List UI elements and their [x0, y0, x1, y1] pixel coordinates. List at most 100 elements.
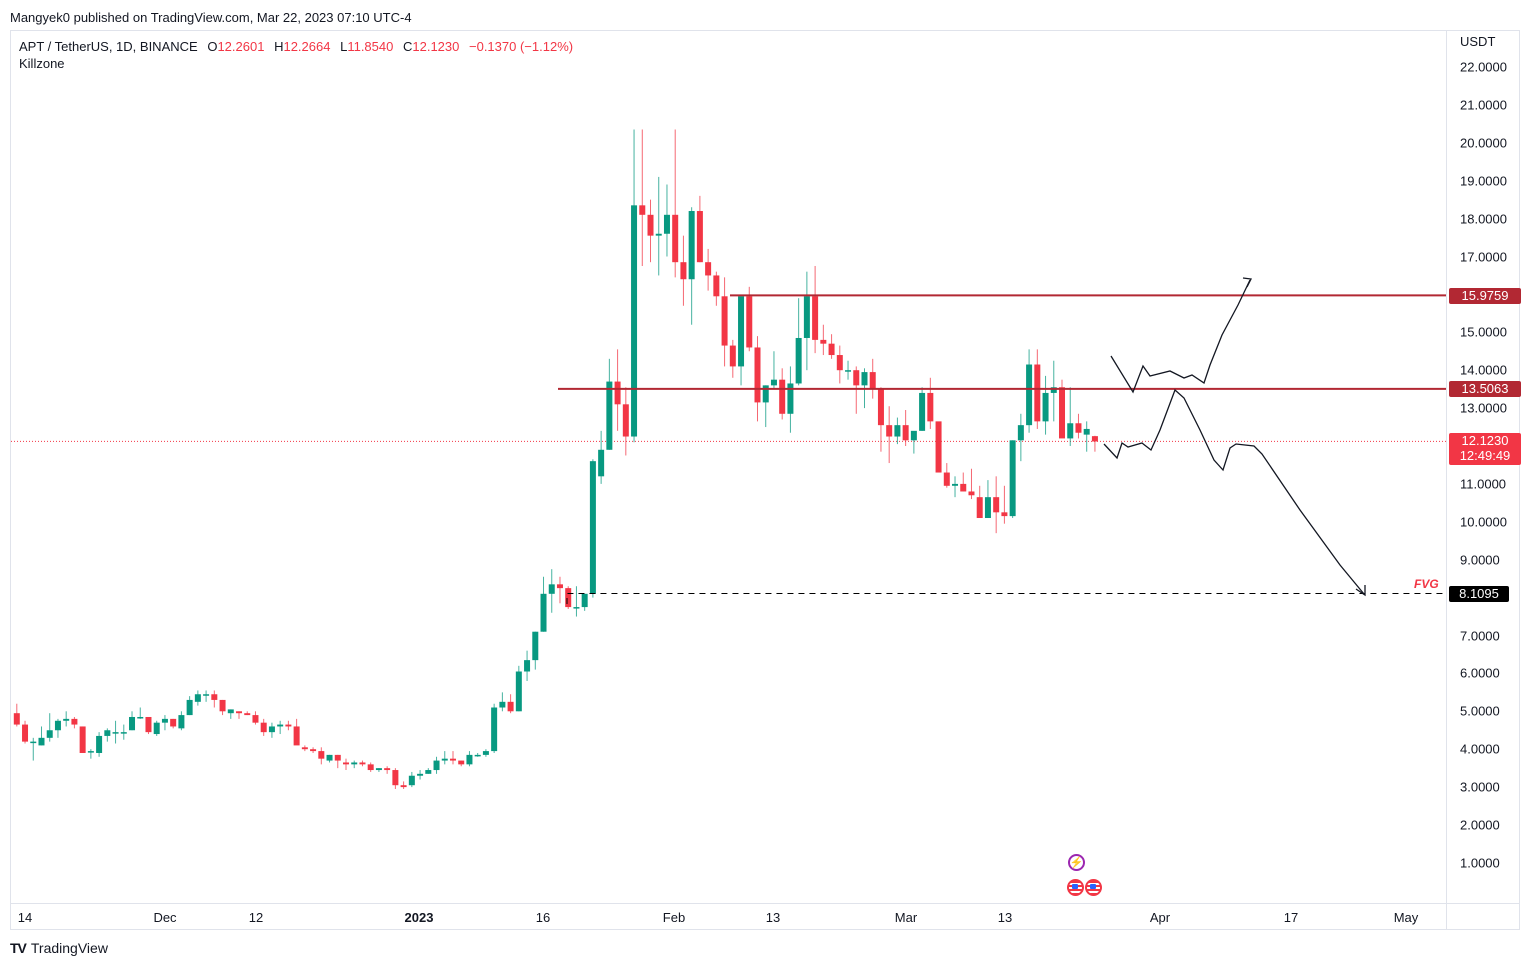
candle-down: [820, 339, 827, 344]
candle-up: [120, 732, 127, 734]
candle-down: [13, 713, 20, 725]
price-tick: 13.0000: [1460, 400, 1507, 416]
candle-up: [30, 741, 37, 744]
arrow-head-icon: [1355, 585, 1366, 597]
candle-up: [46, 730, 53, 738]
candle-down: [260, 722, 267, 733]
candle-up: [326, 754, 333, 761]
time-axis-divider: [10, 903, 1520, 904]
candle-down: [869, 372, 876, 390]
price-tick: 9.0000: [1460, 552, 1500, 568]
price-tick: 21.0000: [1460, 97, 1507, 113]
candle-down: [812, 296, 819, 340]
candle-up: [845, 370, 852, 372]
candle-up: [1083, 428, 1090, 435]
candle-down: [458, 760, 465, 765]
candle-down: [507, 701, 514, 712]
bullish-projection-path[interactable]: [1110, 279, 1251, 394]
candle-down: [293, 726, 300, 746]
candle-up: [688, 211, 695, 280]
symbol-name[interactable]: APT / TetherUS, 1D, BINANCE: [19, 39, 198, 54]
candle-down: [622, 404, 629, 437]
price-tick: 5.0000: [1460, 703, 1500, 719]
candle-up: [351, 762, 358, 765]
price-tick: 2.0000: [1460, 817, 1500, 833]
time-tick: 12: [248, 910, 264, 925]
candle-down: [976, 497, 983, 519]
candle-up: [984, 497, 991, 519]
candle-up: [491, 707, 498, 752]
fvg-annotation: FVG: [1414, 577, 1439, 591]
candle-up: [548, 584, 555, 594]
candle-down: [927, 392, 934, 422]
candle-up: [738, 296, 745, 367]
candle-up: [425, 770, 432, 774]
candle-down: [79, 726, 86, 753]
candle-up: [87, 751, 94, 753]
time-tick: Feb: [662, 910, 686, 925]
candle-up: [1067, 423, 1074, 439]
price-tick: 22.0000: [1460, 59, 1507, 75]
candle-up: [63, 718, 70, 721]
close-value: 12.1230: [412, 39, 460, 54]
candle-down: [886, 425, 893, 437]
candle-up: [441, 758, 448, 761]
candle-up: [104, 730, 111, 736]
candle-up: [606, 381, 613, 450]
candle-down: [400, 785, 407, 788]
candle-up: [581, 593, 588, 608]
candle-up: [663, 214, 670, 234]
candle-down: [343, 762, 349, 765]
candle-up: [894, 425, 901, 437]
candle-down: [244, 713, 251, 716]
candle-up: [803, 296, 810, 338]
candle-down: [836, 355, 843, 371]
bearish-projection-path[interactable]: [1103, 388, 1365, 595]
candle-down: [993, 497, 1000, 513]
candle-up: [1050, 387, 1057, 393]
candle-down: [935, 421, 942, 473]
candle-up: [137, 716, 144, 719]
candle-down: [285, 724, 292, 727]
candle-up: [466, 754, 473, 765]
time-tick: 17: [1283, 910, 1299, 925]
lightning-event-icon[interactable]: ⚡: [1068, 854, 1085, 871]
candle-up: [655, 233, 662, 236]
candle-down: [236, 711, 243, 714]
candle-down: [754, 347, 761, 403]
fvg-dashed-line[interactable]: [566, 592, 1446, 604]
candle-down: [729, 345, 736, 367]
price-tick: 11.0000: [1460, 476, 1507, 492]
symbol-legend: APT / TetherUS, 1D, BINANCE O12.2601 H12…: [19, 38, 573, 56]
candle-up: [795, 337, 802, 384]
time-tick: Dec: [153, 910, 177, 925]
candle-up: [515, 671, 522, 712]
candle-up: [787, 383, 794, 414]
candle-up: [482, 751, 489, 755]
candle-up: [178, 715, 185, 729]
candle-down: [647, 214, 654, 236]
candle-down: [359, 762, 366, 765]
price-tick: 6.0000: [1460, 665, 1500, 681]
tradingview-logo-icon: TV: [10, 940, 27, 956]
open-label: O: [207, 39, 218, 54]
candle-up: [762, 385, 769, 403]
candle-up: [1017, 425, 1024, 441]
brand-name: TradingView: [30, 940, 108, 956]
open-value: 12.2601: [217, 39, 265, 54]
candle-up: [573, 607, 580, 609]
candle-down: [310, 749, 317, 752]
candle-down: [145, 716, 152, 733]
low-label: L: [340, 39, 348, 54]
candle-down: [614, 381, 621, 405]
candle-down: [556, 584, 563, 589]
candle-up: [54, 720, 61, 731]
indicator-legend[interactable]: Killzone: [19, 56, 65, 71]
candle-up: [1026, 364, 1033, 426]
us-flag-event-icon[interactable]: [1067, 879, 1084, 896]
chart-frame: [10, 30, 1520, 930]
us-flag-event-icon[interactable]: [1085, 879, 1102, 896]
price-tick: 10.0000: [1460, 514, 1507, 530]
candle-down: [301, 747, 308, 750]
